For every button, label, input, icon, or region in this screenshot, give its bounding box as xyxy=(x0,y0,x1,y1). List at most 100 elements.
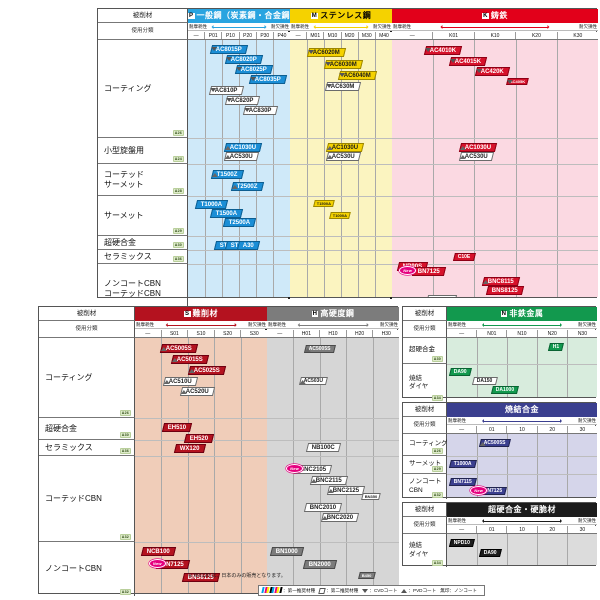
tick-S20: S20 xyxy=(213,330,241,337)
group-column-S: S 難削材 耐摩耗性 耐欠損性 — S01 S10 S20 S30 AC5005S AC5015S A… xyxy=(135,307,267,595)
grade-chip[interactable]: AC8025P xyxy=(234,65,274,74)
grade-chip[interactable]: AC530U xyxy=(223,152,259,161)
tick-P30: P30 xyxy=(255,32,273,39)
double-arrow-icon xyxy=(297,323,368,327)
gridline-h xyxy=(447,474,597,475)
grade-chip[interactable]: BNS8125 xyxy=(485,286,524,295)
gridline-v xyxy=(306,40,308,297)
second-recommend-chip-icon xyxy=(318,587,326,594)
grade-chip[interactable]: BN350 xyxy=(361,493,382,500)
new-badge: New xyxy=(399,266,417,275)
gridline-v xyxy=(477,434,478,497)
grade-chip[interactable]: BNC8115 xyxy=(481,277,520,286)
grade-chip[interactable]: B450 xyxy=(358,572,376,579)
grade-chip[interactable]: C10E xyxy=(452,253,476,261)
grade-chip[interactable]: EH520 xyxy=(184,434,215,443)
gridline-h xyxy=(290,264,392,265)
cvd-coat-icon xyxy=(325,84,332,88)
group-title-text: 一般鋼（炭素鋼・合金鋼）、軟鋼 xyxy=(196,11,290,20)
grade-chip[interactable]: AC4010K xyxy=(423,46,463,55)
tick-row-K: — K01 K10 K20 K30 xyxy=(392,32,598,40)
row-label-5: ノンコートCBN A32 xyxy=(39,542,135,596)
row-label-4: コーテッドCBN A32 xyxy=(39,456,135,542)
grade-chip[interactable]: AC1030U xyxy=(325,143,365,152)
grade-chip[interactable]: AC5025S xyxy=(187,366,227,375)
tick-K30: K30 xyxy=(556,32,598,39)
grade-chip[interactable]: AC1030U xyxy=(223,143,263,152)
grade-chip[interactable]: A30 xyxy=(236,241,261,250)
tick-S01: S01 xyxy=(160,330,188,337)
grade-chip[interactable]: T2500Z xyxy=(230,182,264,191)
grade-chip[interactable]: DA1000 xyxy=(491,386,520,394)
grade-chip[interactable]: AC4015K xyxy=(448,57,488,66)
grade-chip[interactable]: AC830P xyxy=(242,106,278,115)
pvd-coat-icon xyxy=(181,390,188,394)
grade-chip[interactable]: AC6040M xyxy=(337,71,378,80)
tick-K20: K20 xyxy=(515,32,556,39)
grade-chip[interactable]: T1000A xyxy=(449,460,477,468)
grade-chip[interactable]: BNC2115 xyxy=(309,476,348,485)
tick-row-M: — M01 M10 M20 M30 M40 xyxy=(290,32,392,40)
grade-chip[interactable]: BN7125 xyxy=(411,267,446,276)
page-reference: A29 xyxy=(172,227,184,234)
grade-chip[interactable]: BN2000 xyxy=(302,560,338,569)
grade-chip[interactable]: AC6020M xyxy=(307,48,347,57)
grade-chip[interactable]: NCB100 xyxy=(140,547,176,556)
grade-chip[interactable]: NPD10 xyxy=(449,539,476,547)
grade-chip[interactable]: AC510U xyxy=(162,377,199,386)
grade-chip[interactable]: NB100C xyxy=(305,443,341,452)
grade-chip[interactable]: DA90 xyxy=(479,549,502,557)
grade-chip[interactable]: T2500A xyxy=(222,218,257,227)
grade-chip[interactable]: T1500A xyxy=(210,209,244,218)
grade-chip[interactable]: AC530U xyxy=(325,152,361,161)
cvd-coat-icon xyxy=(211,47,218,51)
grade-chip[interactable]: AC5015S xyxy=(170,355,210,364)
grade-chip[interactable]: AC8035P xyxy=(249,75,288,84)
grade-chip[interactable]: AC1030U xyxy=(458,143,498,152)
grade-chip[interactable]: DA150 xyxy=(471,377,498,385)
grade-chip[interactable]: AC530U xyxy=(458,152,495,161)
gridline-v xyxy=(537,534,538,565)
grade-chip[interactable]: AC5005S xyxy=(160,344,199,353)
row-label-text: ノンコートCBN xyxy=(104,279,161,288)
grade-chip[interactable]: BNC2010 xyxy=(304,503,343,512)
grade-chip[interactable]: AC503U xyxy=(299,377,329,385)
grade-chip[interactable]: BN1000 xyxy=(269,547,305,556)
group-column-H: H 高硬度鋼 耐摩耗性 耐欠損性 — H01 H10 H20 H30 AC5005S AC503U N… xyxy=(267,307,399,595)
grade-chip[interactable]: AC820P xyxy=(224,96,260,105)
grade-chip[interactable]: EH510 xyxy=(161,423,193,432)
grade-chip[interactable]: BN500 xyxy=(425,295,457,297)
plot-area-P: AC8015P AC8020P AC8025P AC8035P AC810P AC820P… xyxy=(188,40,290,297)
grade-chip[interactable]: BN7115 xyxy=(449,478,478,486)
pvd-coat-icon xyxy=(326,146,333,150)
grade-chip[interactable]: AC8015P xyxy=(210,45,249,54)
grade-chip[interactable]: T1000A xyxy=(328,212,351,219)
tick-20: 20 xyxy=(536,426,567,433)
grade-chip[interactable]: AC420K xyxy=(475,67,511,76)
grade-chip[interactable]: AC630M xyxy=(324,82,361,91)
gridline-h xyxy=(267,456,399,457)
page-reference: A32 xyxy=(431,491,443,498)
pvd-coat-icon xyxy=(161,347,168,351)
grade-chip[interactable]: AC5005S xyxy=(304,345,336,353)
grade-chip[interactable]: DA90 xyxy=(449,368,472,376)
grade-chip[interactable]: AC6030M xyxy=(323,60,363,69)
grade-chip[interactable]: AC5005S xyxy=(479,439,511,447)
grade-chip[interactable]: T1000A xyxy=(195,200,229,209)
grade-chip[interactable]: AC810P xyxy=(209,86,245,95)
grade-chip[interactable]: T1500Z xyxy=(211,170,245,179)
grade-chip[interactable]: AC8020P xyxy=(224,55,263,64)
group-column-M: M ステンレス鋼 耐摩耗性 耐欠損性 — M01 M10 M20 M30 M40 AC6020M AC… xyxy=(290,9,392,299)
grade-chip[interactable]: H1 xyxy=(548,343,565,351)
grade-chip[interactable]: AC520U xyxy=(180,387,216,396)
double-arrow-icon xyxy=(165,323,236,327)
grade-chip[interactable]: AC405K xyxy=(506,78,530,85)
grade-chip[interactable]: BNC2020 xyxy=(321,513,360,522)
plot-area-S: AC5005S AC5015S AC5025S AC510U AC520U EH510 EH… xyxy=(135,338,267,593)
gridline-v xyxy=(375,40,376,297)
grade-chip[interactable]: WX120 xyxy=(173,444,206,453)
pvd-coat-icon xyxy=(224,155,231,159)
grade-chip[interactable]: BNC2125 xyxy=(326,486,366,495)
gridline-h xyxy=(290,250,392,251)
grade-chip[interactable]: T1500A xyxy=(313,200,336,207)
